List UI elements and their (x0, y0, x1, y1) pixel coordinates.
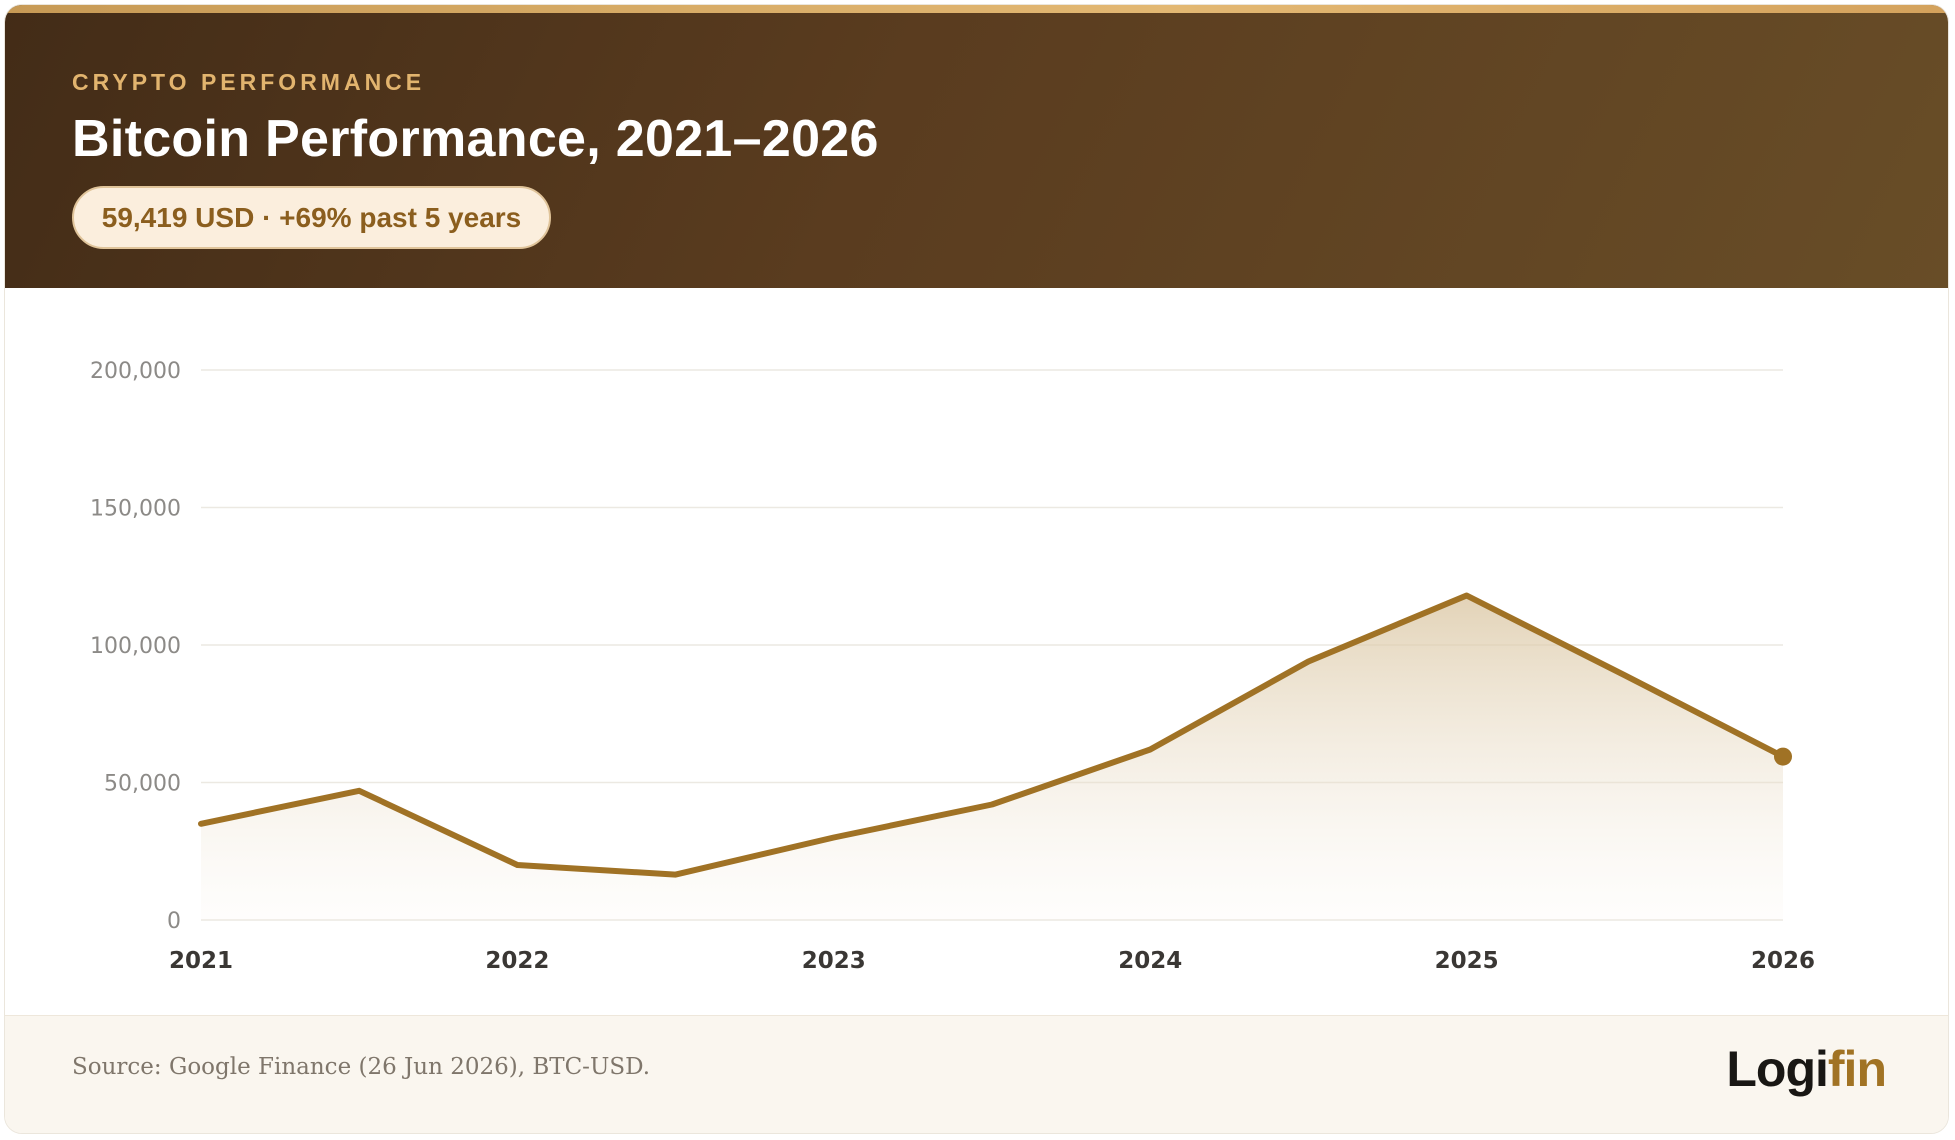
chart-title: Bitcoin Performance, 2021–2026 (72, 110, 879, 168)
x-tick-label: 2024 (1118, 948, 1182, 974)
header-panel: CRYPTO PERFORMANCE Bitcoin Performance, … (5, 5, 1948, 288)
end-point-marker (1774, 747, 1792, 766)
x-tick-label: 2025 (1435, 948, 1499, 974)
price-badge: 59,419 USD · +69% past 5 years (72, 186, 551, 249)
eyebrow-label: CRYPTO PERFORMANCE (72, 69, 426, 95)
chart-card: CRYPTO PERFORMANCE Bitcoin Performance, … (4, 4, 1949, 1134)
x-tick-label: 2021 (169, 948, 233, 974)
y-axis-ticks: 0 50,000 100,000 150,000 200,000 (90, 359, 181, 934)
x-tick-label: 2023 (802, 948, 866, 974)
x-axis-ticks: 2021 2022 2023 2024 2025 2026 (169, 948, 1815, 974)
brand-logo: Logifin (1726, 1040, 1887, 1098)
source-note: Source: Google Finance (26 Jun 2026), BT… (72, 1054, 651, 1080)
x-tick-label: 2022 (485, 948, 549, 974)
y-tick-label: 150,000 (90, 497, 181, 522)
y-tick-label: 100,000 (90, 634, 181, 659)
y-tick-label: 200,000 (90, 359, 181, 384)
data-points (1774, 747, 1792, 766)
y-tick-label: 0 (167, 909, 181, 934)
y-tick-label: 50,000 (104, 772, 181, 797)
logo-text-part1: Logi (1726, 1041, 1829, 1097)
footer: Source: Google Finance (26 Jun 2026), BT… (5, 1015, 1948, 1133)
logo-text-part2: fin (1827, 1041, 1887, 1097)
header-accent-bar (5, 5, 1948, 13)
area-fill (201, 595, 1783, 920)
series-line (198, 592, 1786, 878)
x-tick-label: 2026 (1751, 948, 1815, 974)
